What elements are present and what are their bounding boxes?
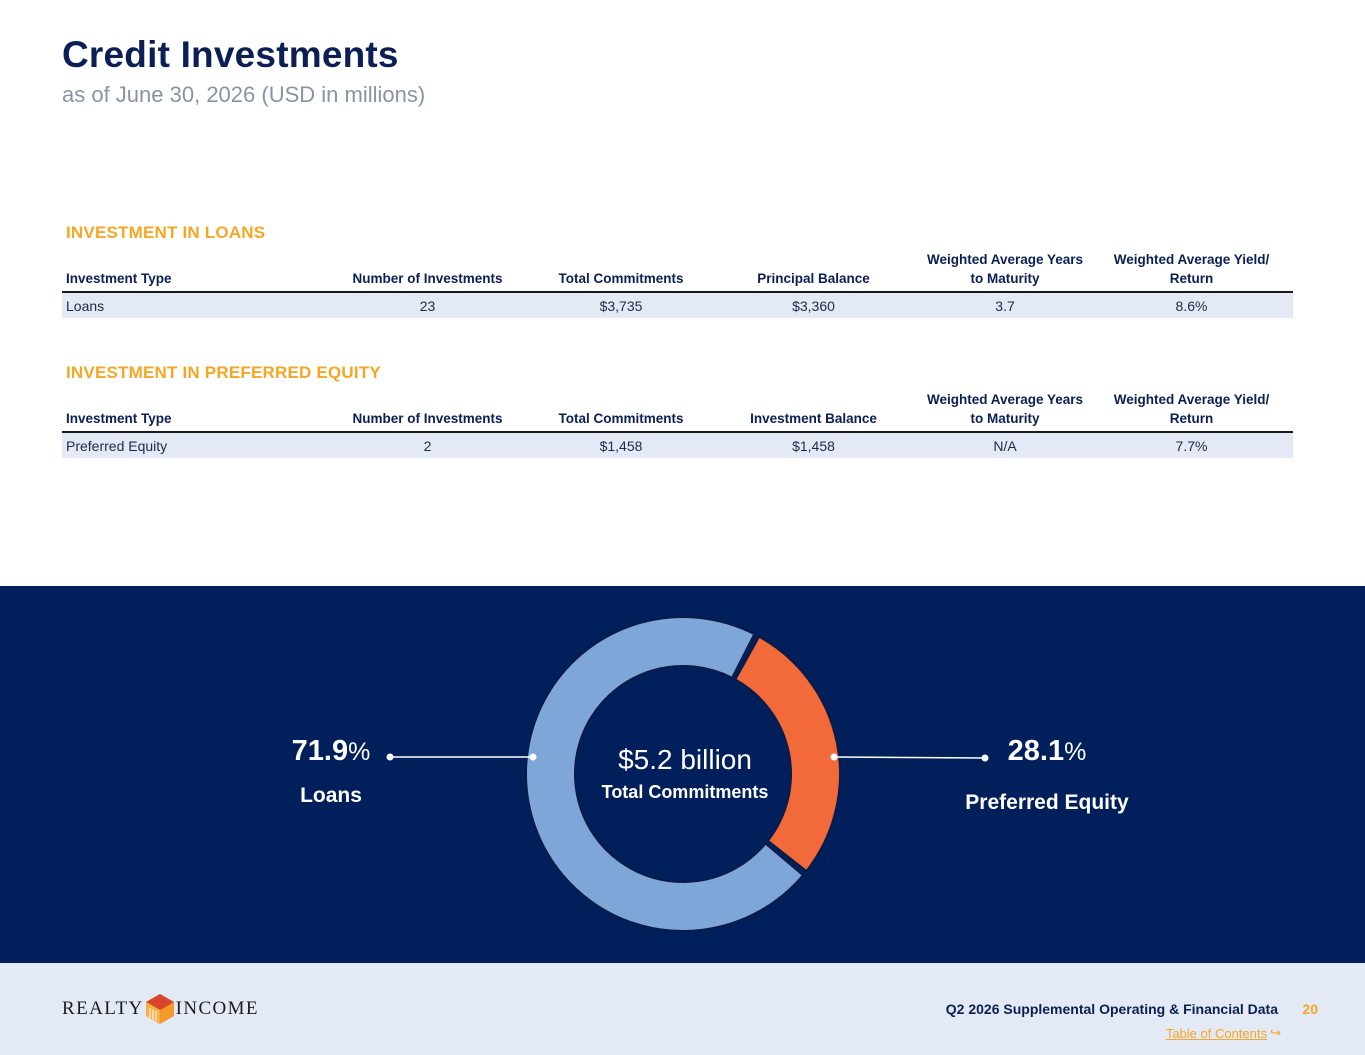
table-row: Loans 23 $3,735 $3,360 3.7 8.6% <box>62 292 1293 318</box>
col-years-to-maturity: Weighted Average Years to Maturity <box>920 250 1090 293</box>
table-row: Preferred Equity 2 $1,458 $1,458 N/A 7.7… <box>62 432 1293 458</box>
loans-table: Investment Type Number of Investments To… <box>62 250 1293 318</box>
loans-table-header: Investment Type Number of Investments To… <box>62 250 1293 293</box>
col-investment-balance: Investment Balance <box>707 390 920 433</box>
page-title: Credit Investments <box>62 34 399 75</box>
leader-dot <box>830 753 838 761</box>
cell-yield-return: 7.7% <box>1090 432 1293 458</box>
loans-slice-label: Loans <box>300 784 362 807</box>
preferred-equity-slice-label: Preferred Equity <box>965 791 1129 814</box>
col-principal-balance: Principal Balance <box>707 250 920 293</box>
slice-preferred-equity <box>733 635 841 873</box>
cell-investment-balance: $1,458 <box>707 432 920 458</box>
logo-mark-icon <box>145 994 174 1024</box>
cell-principal-balance: $3,360 <box>707 292 920 318</box>
page-subtitle: as of June 30, 2026 (USD in millions) <box>62 82 426 107</box>
cell-years-to-maturity: N/A <box>920 432 1090 458</box>
cell-investment-type: Preferred Equity <box>62 432 320 458</box>
col-number-of-investments: Number of Investments <box>320 390 535 433</box>
preferred-table-header: Investment Type Number of Investments To… <box>62 390 1293 433</box>
col-total-commitments: Total Commitments <box>535 250 707 293</box>
preferred-equity-table: Investment Type Number of Investments To… <box>62 390 1293 458</box>
company-logo: REALTY INCOME <box>62 994 259 1024</box>
cell-years-to-maturity: 3.7 <box>920 292 1090 318</box>
leader-dot <box>981 754 989 762</box>
logo-text-left: REALTY <box>62 998 144 1019</box>
table-of-contents-link[interactable]: Table of Contents <box>1165 1026 1267 1041</box>
cell-total-commitments: $1,458 <box>535 432 707 458</box>
donut-center-value: $5.2 billion <box>618 744 752 775</box>
col-investment-type: Investment Type <box>62 250 320 293</box>
commitments-donut-chart: 71.9% Loans 28.1% Preferred Equity $5.2 bill… <box>292 616 1129 932</box>
leader-dot <box>386 753 394 761</box>
col-number-of-investments: Number of Investments <box>320 250 535 293</box>
cell-investment-type: Loans <box>62 292 320 318</box>
col-investment-type: Investment Type <box>62 390 320 433</box>
chart-band: 71.9% Loans 28.1% Preferred Equity $5.2 bill… <box>0 586 1365 963</box>
loans-section-heading: INVESTMENT IN LOANS <box>66 223 266 242</box>
col-yield-return: Weighted Average Yield/ Return <box>1090 390 1293 433</box>
col-years-to-maturity: Weighted Average Years to Maturity <box>920 390 1090 433</box>
donut-center-label: Total Commitments <box>602 782 769 802</box>
cell-number-of-investments: 23 <box>320 292 535 318</box>
page-number: 20 <box>1302 1001 1318 1017</box>
leader-line-preferred-equity <box>833 756 986 759</box>
preferred-equity-percent-label: 28.1% <box>1008 735 1087 767</box>
cell-total-commitments: $3,735 <box>535 292 707 318</box>
col-total-commitments: Total Commitments <box>535 390 707 433</box>
footer-document-title: Q2 2026 Supplemental Operating & Financi… <box>945 1001 1278 1017</box>
loans-percent-label: 71.9% <box>292 735 371 767</box>
slice-loans <box>525 616 805 932</box>
cell-yield-return: 8.6% <box>1090 292 1293 318</box>
leader-dot <box>529 753 537 761</box>
preferred-section-heading: INVESTMENT IN PREFERRED EQUITY <box>66 363 381 382</box>
return-arrow-icon[interactable]: ↪ <box>1270 1025 1281 1040</box>
footer: REALTY INCOME Q2 2026 Supplemental Opera… <box>0 963 1365 1055</box>
col-yield-return: Weighted Average Yield/ Return <box>1090 250 1293 293</box>
logo-text-right: INCOME <box>175 998 259 1019</box>
cell-number-of-investments: 2 <box>320 432 535 458</box>
